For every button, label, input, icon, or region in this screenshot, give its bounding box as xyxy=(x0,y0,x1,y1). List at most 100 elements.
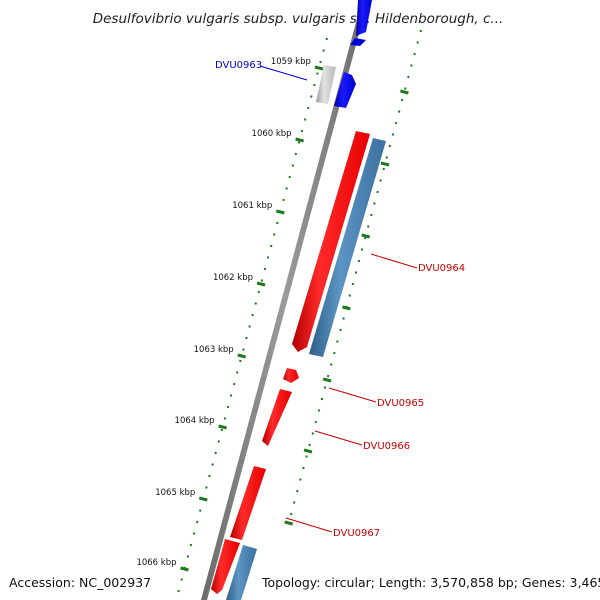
ruler-dot xyxy=(229,394,233,397)
gene-label-group-dvu0963: DVU0963 xyxy=(215,60,308,81)
ruler-dot xyxy=(251,313,254,317)
gene-label-group-dvu0965: DVU0965 xyxy=(328,387,424,409)
ruler-dot xyxy=(220,428,224,432)
ruler-dot xyxy=(342,317,345,320)
ruler-dot xyxy=(236,371,239,374)
ruler-dot xyxy=(394,121,398,125)
ruler-dot xyxy=(223,417,227,420)
ruler-dot xyxy=(245,336,248,340)
gene-arrow-dvu0965[interactable] xyxy=(283,368,299,383)
ruler-dot xyxy=(407,75,410,79)
scale-tick-mark xyxy=(275,209,285,215)
ruler-dot xyxy=(367,225,370,228)
ruler-dot xyxy=(208,474,211,478)
ruler-dot xyxy=(300,129,304,133)
gene-arrow-top-partial[interactable] xyxy=(350,0,372,46)
gene-arrow-dvu0963[interactable] xyxy=(334,72,356,108)
ruler-dot xyxy=(273,233,276,236)
ruler-dot xyxy=(379,179,382,182)
scale-tick-label: 1062 kbp xyxy=(213,273,253,283)
ruler-dot xyxy=(351,282,355,286)
scale-tick-mark-right xyxy=(342,305,351,311)
gene-label-dvu0967[interactable]: DVU0967 xyxy=(333,528,380,539)
ruler-dot xyxy=(326,374,330,378)
ruler-dot xyxy=(263,267,267,271)
leader-line-dvu0963 xyxy=(259,65,308,81)
accession-text: Accession: NC_002937 xyxy=(9,575,151,590)
ruler-dot xyxy=(189,543,193,547)
leader-line-dvu0964 xyxy=(370,253,418,269)
ruler-dot xyxy=(413,52,416,56)
ruler-dot xyxy=(242,348,245,351)
gene-label-group-dvu0967: DVU0967 xyxy=(285,517,380,539)
ruler-dot xyxy=(316,72,319,75)
ruler-dot xyxy=(397,110,401,113)
leader-line-dvu0966 xyxy=(314,430,363,446)
gene-label-group-dvu0964: DVU0964 xyxy=(370,253,465,274)
ruler-dot xyxy=(288,175,291,179)
ruler-dot xyxy=(310,95,313,98)
ruler-dot xyxy=(285,187,288,190)
ruler-dot xyxy=(320,397,324,401)
ruler-dot xyxy=(180,578,183,581)
ruler-dot xyxy=(370,213,373,217)
topology-text: Topology: circular; Length: 3,570,858 bp… xyxy=(261,575,600,590)
scale-tick-mark-right xyxy=(284,520,294,526)
gene-label-dvu0964[interactable]: DVU0964 xyxy=(418,263,465,274)
gene-labels: DVU0963 DVU0964 DVU0965 DVU0966 DVU0967 xyxy=(215,60,465,539)
ruler-dot xyxy=(317,409,321,412)
ruler-dot xyxy=(391,133,395,136)
ruler-dot xyxy=(292,501,296,504)
ruler-dot xyxy=(333,351,336,355)
scale-tick-mark xyxy=(218,424,227,430)
ruler-dot xyxy=(306,106,310,110)
cds-bottom-blue[interactable] xyxy=(226,545,257,600)
scale-tick-mark-right xyxy=(361,233,371,239)
ruler-dot xyxy=(336,340,339,343)
gene-arrow-bottom-red[interactable] xyxy=(211,539,240,594)
ruler-dot xyxy=(257,290,261,294)
gene-label-dvu0963[interactable]: DVU0963 xyxy=(215,60,262,71)
ruler-dot xyxy=(214,451,217,455)
gene-label-dvu0966[interactable]: DVU0966 xyxy=(363,441,410,452)
scale-ruler: 1059 kbp 1060 kbp 1061 kbp 1062 kbp 1063 kbp… xyxy=(136,57,409,572)
footer-topology-bg xyxy=(258,572,600,592)
ruler-dot xyxy=(330,363,333,366)
ruler-dot xyxy=(322,49,325,52)
ruler-dot xyxy=(195,520,199,524)
ruler-dot xyxy=(177,589,180,593)
cds-dvu0963[interactable] xyxy=(316,65,336,104)
ruler-dot xyxy=(308,443,311,447)
scale-tick-label: 1066 kbp xyxy=(136,558,176,568)
ruler-dot xyxy=(192,532,196,535)
ruler-dot xyxy=(297,141,301,144)
leader-line-dvu0965 xyxy=(328,387,377,403)
ruler-dot xyxy=(266,256,270,259)
ruler-dot xyxy=(388,144,392,148)
scale-tick-mark xyxy=(198,496,208,502)
scale-tick-label: 1063 kbp xyxy=(194,345,234,355)
ruler-dot xyxy=(357,259,361,263)
scale-tick-mark-right xyxy=(303,448,313,454)
ruler-dot xyxy=(291,164,295,167)
genome-backbone xyxy=(201,0,368,600)
gene-arrow-dvu0966[interactable] xyxy=(262,389,292,446)
scale-tick-label: 1065 kbp xyxy=(155,488,195,498)
ruler-dot xyxy=(217,440,220,443)
ruler-dot xyxy=(410,64,413,67)
cds-dvu0964[interactable] xyxy=(309,138,386,357)
gene-arrow-dvu0967[interactable] xyxy=(230,466,266,540)
ruler-dot xyxy=(198,509,202,512)
gene-label-dvu0965[interactable]: DVU0965 xyxy=(377,398,424,409)
ruler-dot xyxy=(354,271,358,274)
gene-arrow-dvu0964[interactable] xyxy=(292,131,370,352)
ruler-dot xyxy=(305,455,308,458)
ruler-dot xyxy=(348,294,351,297)
ruler-dot xyxy=(186,555,190,558)
ruler-dot xyxy=(360,248,364,251)
ruler-dot xyxy=(232,382,236,386)
ruler-dot xyxy=(382,167,385,171)
ruler-dot xyxy=(323,386,327,389)
